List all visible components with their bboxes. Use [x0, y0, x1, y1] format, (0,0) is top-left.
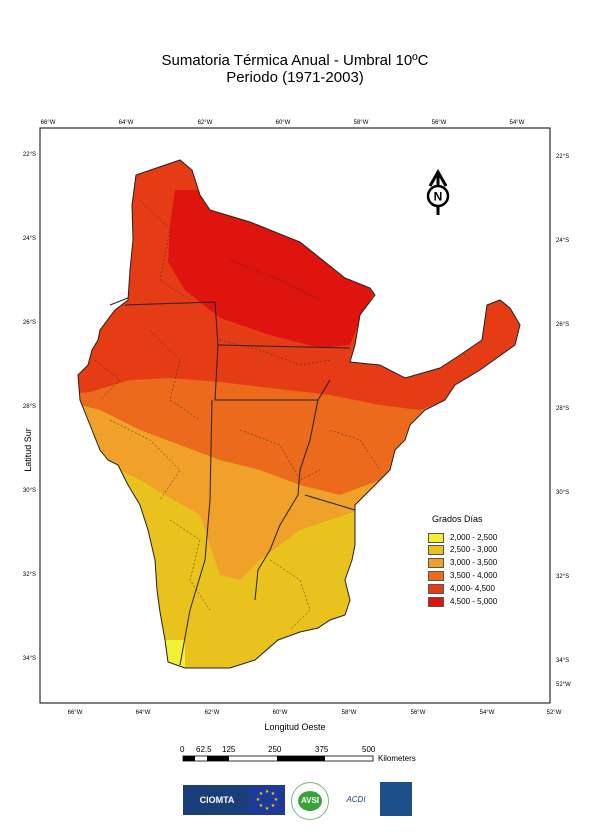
tick-bottom-5: 56°W: [411, 710, 426, 716]
tick-right-6: 34°S: [556, 658, 569, 664]
tick-bottom-2: 62°W: [205, 710, 220, 716]
tick-left-6: 34°S: [23, 656, 36, 662]
left-ticks: 22°S 24°S 26°S 28°S 30°S 32°S 34°S: [23, 152, 36, 662]
svg-text:★: ★: [271, 791, 276, 797]
right-ticks: 22°S 24°S 26°S 28°S 30°S 32°S 34°S 52°W: [556, 154, 571, 688]
tick-left-4: 30°S: [23, 488, 36, 494]
svg-text:★: ★: [259, 803, 264, 809]
top-ticks: 66°W 64°W 62°W 60°W 58°W 56°W 54°W: [41, 120, 525, 126]
tick-bottom-3: 60°W: [273, 710, 288, 716]
thermal-zones: [78, 160, 520, 668]
scale-label-1: 62.5: [196, 745, 212, 754]
acdi-logo: ACDI: [336, 785, 376, 815]
legend-label-1: 2,500 - 3,000: [450, 545, 498, 555]
tick-top-0: 66°W: [41, 120, 56, 126]
map-title: Sumatoria Térmica Anual - Umbral 10ºC: [161, 52, 429, 69]
legend-label-2: 3,000 - 3,500: [450, 558, 498, 568]
tick-right-1: 24°S: [556, 238, 569, 244]
svg-text:★: ★: [271, 803, 276, 809]
north-label: N: [434, 190, 443, 204]
zone-2000-2500: [160, 640, 185, 668]
acdi-logo-text: ACDI: [346, 795, 366, 804]
scale-label-5: 500: [362, 745, 376, 754]
legend-item-5: 4,500 - 5,000: [428, 597, 497, 607]
region-outline: [77, 159, 521, 669]
legend-item-1: 2,500 - 3,000: [428, 545, 497, 555]
zone-4500-5000: [168, 190, 375, 348]
legend-item-4: 4,000- 4,500: [428, 584, 495, 594]
legend-swatch-4: [428, 584, 444, 594]
eu-flag-logo: ★ ★ ★ ★ ★ ★ ★ ★: [249, 785, 285, 815]
legend-swatch-3: [428, 571, 444, 581]
tick-top-6: 54°W: [510, 120, 525, 126]
scale-label-0: 0: [180, 745, 185, 754]
tick-left-0: 22°S: [23, 152, 36, 158]
legend-item-2: 3,000 - 3,500: [428, 558, 497, 568]
bottom-ticks: 66°W 64°W 62°W 60°W 58°W 56°W 54°W 52°W: [68, 710, 562, 716]
tick-top-2: 62°W: [198, 120, 213, 126]
legend-swatch-1: [428, 545, 444, 555]
legend-swatch-2: [428, 558, 444, 568]
tick-bottom-7: 52°W: [547, 710, 562, 716]
tick-top-3: 60°W: [276, 120, 291, 126]
ciomta-logo: CIOMTA: [183, 785, 251, 815]
map-subtitle: Periodo (1971-2003): [226, 69, 364, 86]
tick-top-1: 64°W: [119, 120, 134, 126]
tick-right-3: 28°S: [556, 406, 569, 412]
avsi-logo-text: AVSI: [298, 791, 322, 811]
avsi-logo: AVSI: [291, 782, 329, 820]
scale-label-4: 375: [315, 745, 329, 754]
svg-text:★: ★: [256, 797, 261, 803]
map-frame: [39, 127, 551, 704]
eu-stars-icon: ★ ★★★ ★★★★: [256, 789, 279, 812]
province-boundaries: [109, 297, 356, 666]
svg-text:★: ★: [265, 789, 270, 795]
tick-bottom-0: 66°W: [68, 710, 83, 716]
legend-label-3: 3,500 - 4,000: [450, 571, 498, 581]
legend-label-0: 2,000 - 2,500: [450, 533, 498, 543]
tick-left-3: 28°S: [23, 404, 36, 410]
y-axis-title: Latitud Sur: [23, 428, 33, 472]
scale-unit: Kilometers: [378, 754, 416, 763]
legend-label-4: 4,000- 4,500: [450, 584, 495, 594]
ministry-logo: [380, 782, 412, 816]
legend-label-5: 4,500 - 5,000: [450, 597, 498, 607]
tick-right-5: 32°S: [556, 574, 569, 580]
legend-item-3: 3,500 - 4,000: [428, 571, 497, 581]
tick-right-2: 26°S: [556, 322, 569, 328]
tick-bottom-1: 64°W: [136, 710, 151, 716]
svg-text:★: ★: [274, 797, 279, 803]
north-arrow-icon: N: [426, 168, 450, 215]
tick-left-2: 26°S: [23, 320, 36, 326]
scale-label-3: 250: [268, 745, 282, 754]
svg-text:★: ★: [259, 791, 264, 797]
tick-right-7: 52°W: [556, 682, 571, 688]
tick-bottom-6: 54°W: [480, 710, 495, 716]
x-axis-title: Longitud Oeste: [264, 722, 325, 732]
tick-right-4: 30°S: [556, 490, 569, 496]
legend-swatch-5: [428, 597, 444, 607]
ciomta-logo-text: CIOMTA: [199, 795, 235, 805]
legend-item-0: 2,000 - 2,500: [428, 533, 497, 543]
tick-top-5: 56°W: [432, 120, 447, 126]
tick-left-5: 32°S: [23, 572, 36, 578]
legend-title: Grados Días: [432, 514, 483, 524]
tick-top-4: 58°W: [354, 120, 369, 126]
tick-bottom-4: 58°W: [342, 710, 357, 716]
tick-left-1: 24°S: [23, 236, 36, 242]
legend-swatch-0: [428, 533, 444, 543]
scale-label-2: 125: [222, 745, 236, 754]
tick-right-0: 22°S: [556, 154, 569, 160]
svg-text:★: ★: [265, 806, 270, 812]
scale-bar: [182, 755, 374, 762]
